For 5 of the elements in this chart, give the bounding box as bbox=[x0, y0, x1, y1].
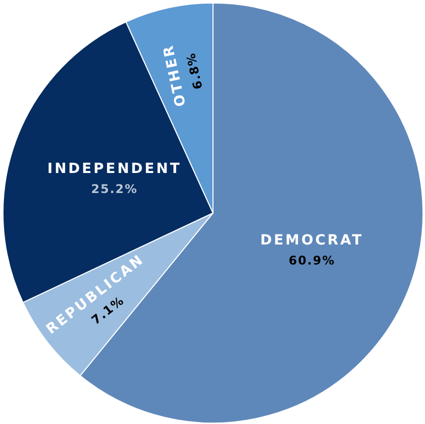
slice-label: INDEPENDENT bbox=[47, 160, 182, 177]
slice-label: DEMOCRAT bbox=[260, 232, 364, 248]
data-label: 6.8% bbox=[184, 51, 206, 91]
data-label: 60.9% bbox=[288, 253, 336, 268]
data-label: 25.2% bbox=[91, 182, 138, 196]
